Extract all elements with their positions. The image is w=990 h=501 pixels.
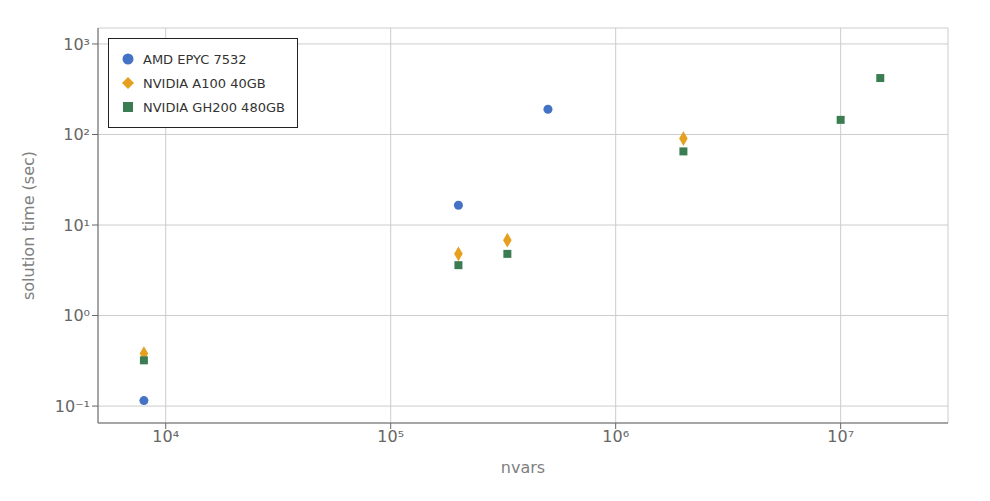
svg-text:solution time (sec): solution time (sec) <box>19 151 38 300</box>
html-text:NVIDIA GH200 480GB: NVIDIA GH200 480GB <box>143 99 285 115</box>
svg-text:10²: 10² <box>63 125 90 144</box>
html-text:NVIDIA A100 40GB: NVIDIA A100 40GB <box>143 75 266 91</box>
svg-text:10⁷: 10⁷ <box>827 427 854 446</box>
svg-text:10⁻¹: 10⁻¹ <box>55 397 90 416</box>
svg-text:10³: 10³ <box>63 35 90 54</box>
svg-text:10¹: 10¹ <box>63 216 90 235</box>
svg-text:nvars: nvars <box>501 458 545 477</box>
svg-text:10⁴: 10⁴ <box>152 427 179 446</box>
svg-text:10⁵: 10⁵ <box>377 427 404 446</box>
html-text:AMD EPYC 7532: AMD EPYC 7532 <box>143 51 247 67</box>
svg-text:10⁶: 10⁶ <box>602 427 629 446</box>
svg-text:10⁰: 10⁰ <box>63 306 90 325</box>
